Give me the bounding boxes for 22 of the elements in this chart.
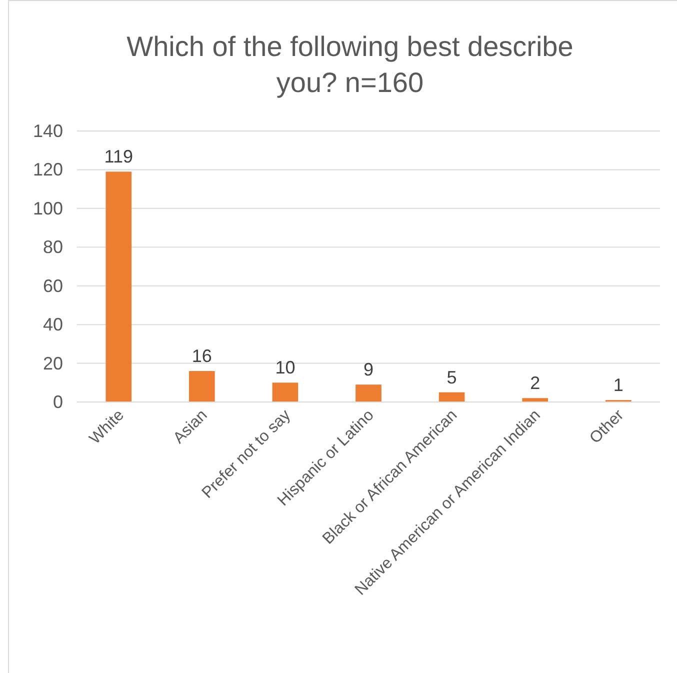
data-label: 10 [275, 358, 296, 378]
y-tick-label: 140 [32, 121, 63, 141]
bar [106, 172, 132, 402]
bar [522, 398, 548, 402]
data-label: 16 [192, 346, 212, 366]
y-tick-label: 80 [42, 237, 63, 258]
chart-title: Which of the following best describe you? n=160 [126, 31, 574, 98]
bar [356, 384, 382, 402]
data-label: 1 [613, 375, 624, 396]
bar [272, 382, 298, 402]
y-tick-label: 100 [32, 198, 63, 218]
y-tick-label: 20 [42, 353, 63, 374]
data-label: 5 [446, 367, 457, 388]
data-label: 9 [363, 360, 374, 380]
bar [438, 392, 465, 402]
y-tick-label: 60 [42, 276, 63, 296]
data-label: 2 [530, 373, 540, 394]
y-tick-label: 120 [32, 160, 63, 180]
data-label: 119 [104, 146, 133, 167]
bar [189, 371, 215, 402]
y-tick-label: 40 [42, 314, 63, 335]
y-tick-label: 0 [52, 392, 63, 412]
